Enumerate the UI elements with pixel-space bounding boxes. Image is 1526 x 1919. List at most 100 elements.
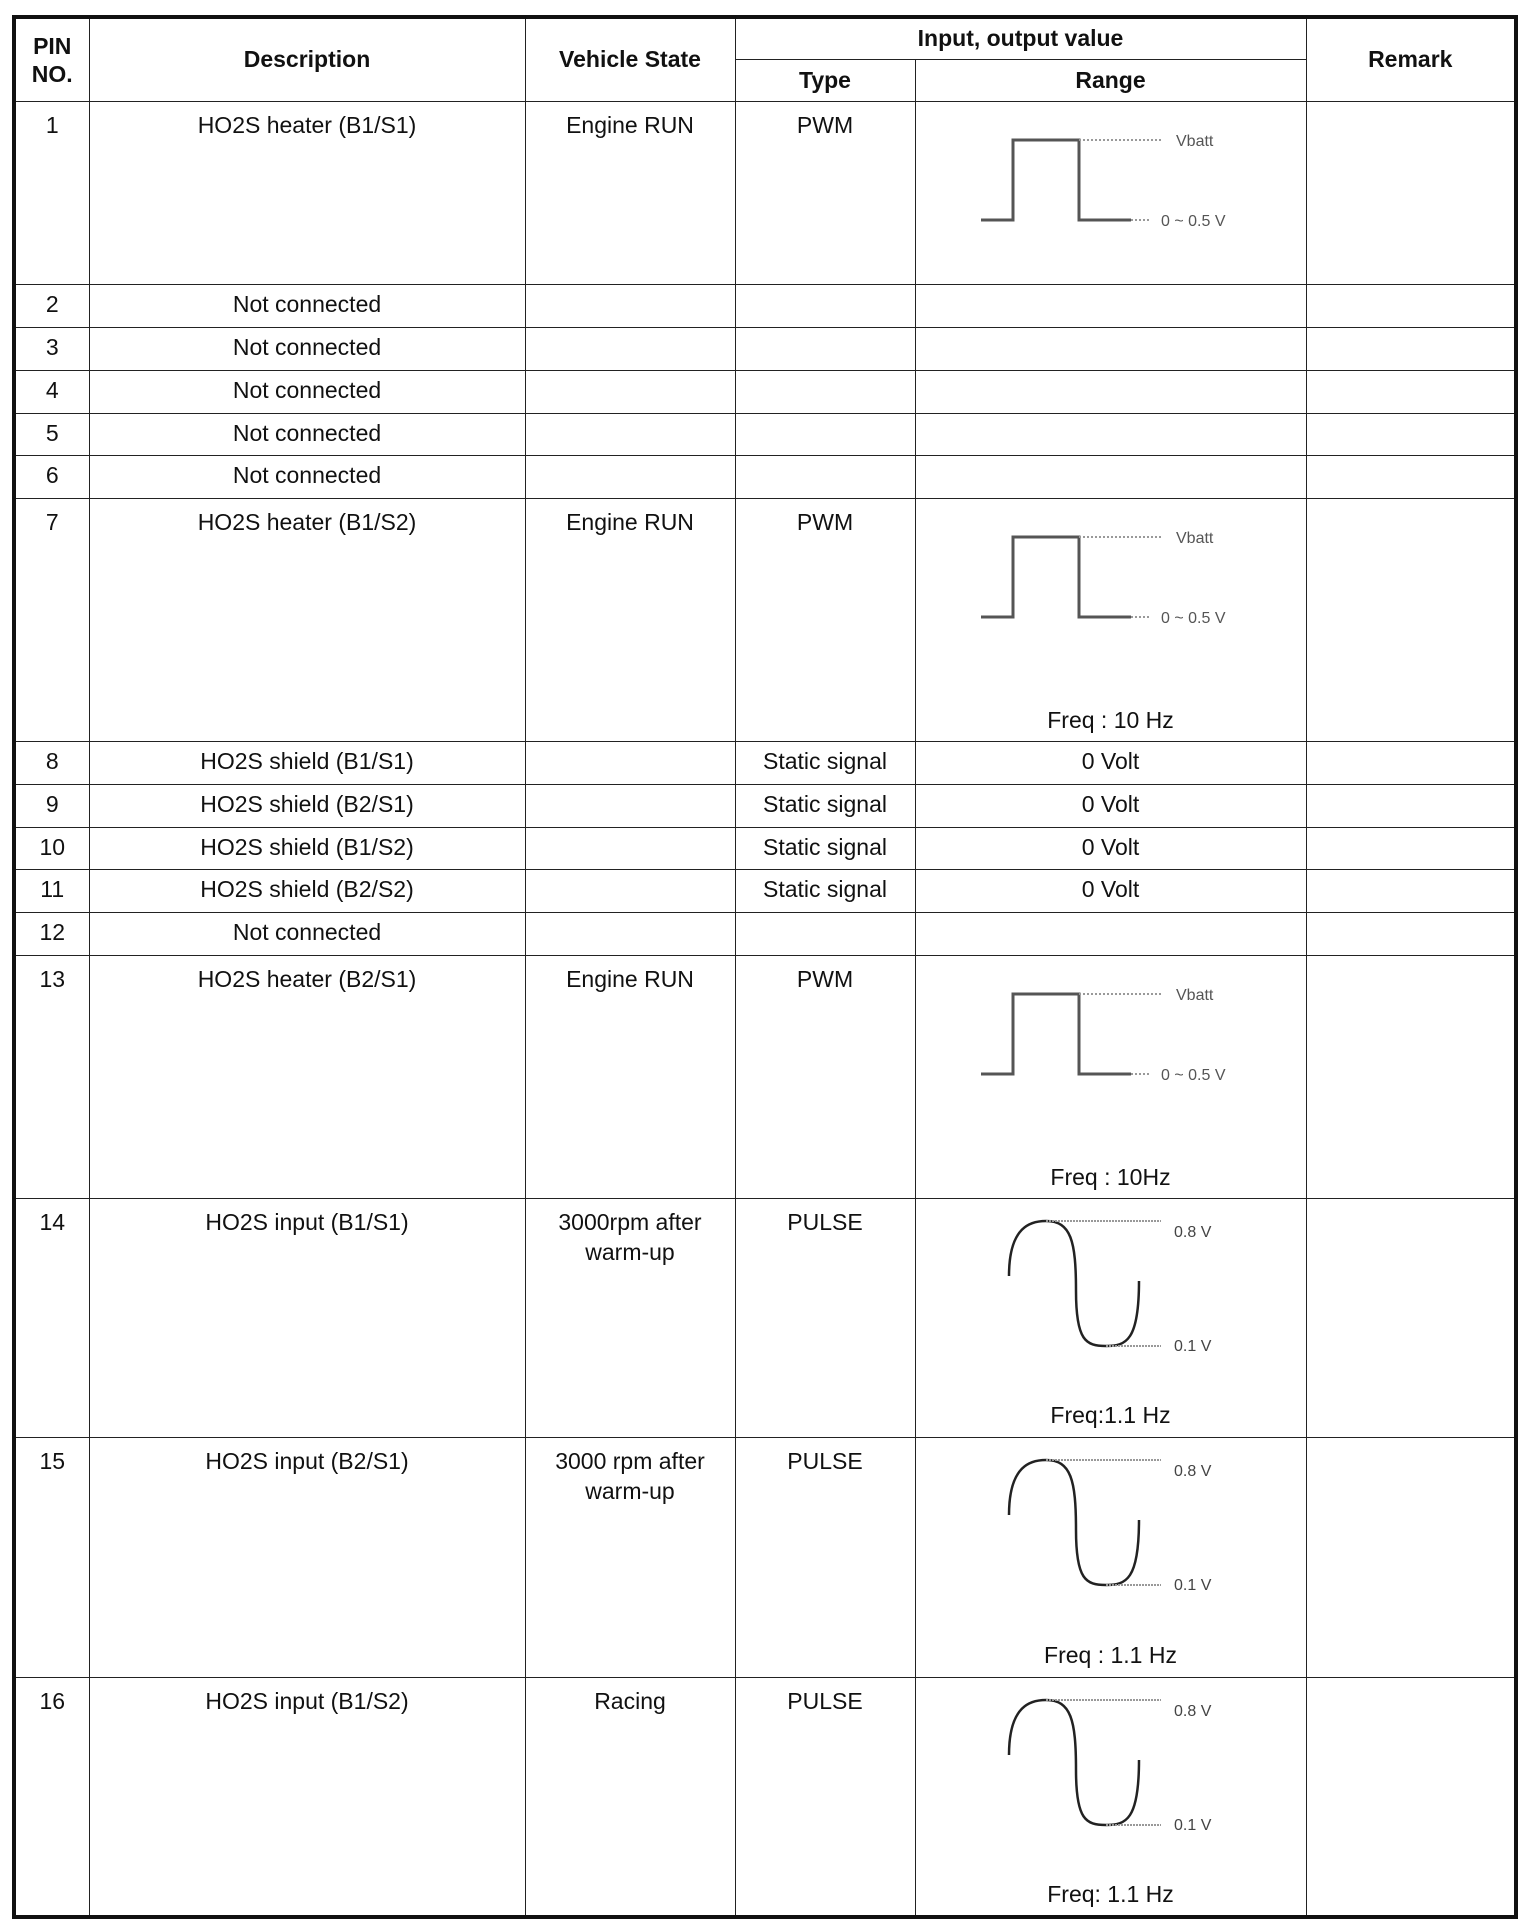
- description: HO2S heater (B1/S1): [88, 100, 526, 285]
- pin-number: 2: [13, 283, 90, 328]
- vehicle-state: [524, 454, 736, 499]
- pin-number: 1: [13, 100, 90, 285]
- low-level-label: 0.1 V: [1174, 1338, 1212, 1355]
- range-cell: [914, 911, 1307, 956]
- vehicle-state: [524, 283, 736, 328]
- low-level-label: 0.1 V: [1174, 1817, 1212, 1834]
- frequency-label: Freq : 10Hz: [1050, 1163, 1171, 1190]
- description: HO2S shield (B2/S2): [88, 868, 526, 913]
- remark: [1305, 369, 1517, 414]
- low-level-label: 0 ~ 0.5 V: [1161, 213, 1226, 230]
- signal-type: [734, 911, 916, 956]
- sine-waveform: 0.8 V 0.1 V: [1007, 1458, 1212, 1594]
- pin-number: 4: [13, 369, 90, 414]
- table-row: 12 Not connected: [13, 911, 1517, 956]
- low-level-label: 0 ~ 0.5 V: [1161, 610, 1226, 627]
- low-level-label: 0.1 V: [1174, 1577, 1212, 1594]
- table-row: 16 HO2S input (B1/S2) Racing PULSE 0.8 V…: [13, 1676, 1517, 1917]
- range-value: 0 Volt: [1081, 875, 1140, 902]
- pin-number: 6: [13, 454, 90, 499]
- pin-number: 10: [13, 826, 90, 870]
- description: HO2S heater (B2/S1): [88, 954, 526, 1199]
- pin-number: 3: [13, 326, 90, 371]
- remark: [1305, 1197, 1517, 1438]
- signal-type: PULSE: [734, 1436, 916, 1678]
- range-cell: 0 Volt: [914, 826, 1307, 870]
- pin-number: 14: [13, 1197, 90, 1438]
- header-description: Description: [88, 16, 526, 102]
- description: Not connected: [88, 454, 526, 499]
- table-row: 11 HO2S shield (B2/S2) Static signal 0 V…: [13, 868, 1517, 913]
- frequency-label: Freq : 10 Hz: [1047, 706, 1174, 733]
- table-row: 4 Not connected: [13, 369, 1517, 414]
- description: HO2S heater (B1/S2): [88, 497, 526, 742]
- high-level-label: 0.8 V: [1174, 1463, 1212, 1480]
- table-row: 8 HO2S shield (B1/S1) Static signal 0 Vo…: [13, 740, 1517, 785]
- description: HO2S input (B1/S2): [88, 1676, 526, 1917]
- table-row: 15 HO2S input (B2/S1) 3000 rpm after war…: [13, 1436, 1517, 1678]
- table-row: 10 HO2S shield (B1/S2) Static signal 0 V…: [13, 826, 1517, 870]
- range-cell: Vbatt 0 ~ 0.5 V: [914, 100, 1307, 285]
- range-value: 0 Volt: [1081, 833, 1140, 860]
- description: HO2S shield (B1/S1): [88, 740, 526, 785]
- description: HO2S shield (B2/S1): [88, 783, 526, 828]
- pin-table: PIN NO. Description Vehicle State Input,…: [12, 15, 1519, 1919]
- frequency-label: Freq: 1.1 Hz: [1047, 1880, 1174, 1907]
- sine-waveform: 0.8 V 0.1 V: [1007, 1698, 1212, 1834]
- signal-type: [734, 326, 916, 371]
- table-row: 13 HO2S heater (B2/S1) Engine RUN PWM Vb…: [13, 954, 1517, 1199]
- remark: [1305, 740, 1517, 785]
- table-row: 7 HO2S heater (B1/S2) Engine RUN PWM Vba…: [13, 497, 1517, 742]
- high-level-label: 0.8 V: [1174, 1224, 1212, 1241]
- range-cell: [914, 326, 1307, 371]
- range-cell: 0.8 V 0.1 V Freq: 1.1 Hz: [914, 1676, 1307, 1917]
- signal-type: PWM: [734, 954, 916, 1199]
- low-level-label: 0 ~ 0.5 V: [1161, 1067, 1226, 1084]
- remark: [1305, 1436, 1517, 1678]
- signal-type: Static signal: [734, 783, 916, 828]
- vehicle-state: 3000 rpm after warm-up: [524, 1436, 736, 1678]
- vehicle-state: [524, 868, 736, 913]
- pwm-waveform: Vbatt 0 ~ 0.5 V: [980, 133, 1226, 230]
- signal-type: Static signal: [734, 868, 916, 913]
- range-value: 0 Volt: [1081, 747, 1140, 774]
- description: Not connected: [88, 369, 526, 414]
- remark: [1305, 283, 1517, 328]
- vehicle-state: Racing: [524, 1676, 736, 1917]
- header-range: Range: [914, 58, 1307, 102]
- pin-number: 11: [13, 868, 90, 913]
- signal-type: [734, 283, 916, 328]
- signal-type: PULSE: [734, 1197, 916, 1438]
- range-cell: 0 Volt: [914, 740, 1307, 785]
- description: HO2S input (B1/S1): [88, 1197, 526, 1438]
- header-type: Type: [734, 58, 916, 102]
- range-cell: 0.8 V 0.1 V Freq : 1.1 Hz: [914, 1436, 1307, 1678]
- pin-number: 8: [13, 740, 90, 785]
- sine-waveform: 0.8 V 0.1 V: [1007, 1219, 1212, 1355]
- description: HO2S shield (B1/S2): [88, 826, 526, 870]
- header-remark: Remark: [1305, 16, 1517, 102]
- vehicle-state: [524, 783, 736, 828]
- signal-type: PWM: [734, 497, 916, 742]
- remark: [1305, 783, 1517, 828]
- pin-number: 12: [13, 911, 90, 956]
- range-value: 0 Volt: [1081, 790, 1140, 817]
- remark: [1305, 412, 1517, 456]
- description: HO2S input (B2/S1): [88, 1436, 526, 1678]
- header-pin: PIN NO.: [13, 16, 90, 102]
- vehicle-state: Engine RUN: [524, 954, 736, 1199]
- high-level-label: 0.8 V: [1174, 1703, 1212, 1720]
- high-level-label: Vbatt: [1176, 133, 1214, 150]
- range-cell: 0.8 V 0.1 V Freq:1.1 Hz: [914, 1197, 1307, 1438]
- pin-number: 16: [13, 1676, 90, 1917]
- table-row: 6 Not connected: [13, 454, 1517, 499]
- pin-number: 7: [13, 497, 90, 742]
- header-vehicle-state: Vehicle State: [524, 16, 736, 102]
- frequency-label: Freq : 1.1 Hz: [1044, 1641, 1177, 1668]
- vehicle-state: [524, 326, 736, 371]
- description: Not connected: [88, 326, 526, 371]
- pin-number: 15: [13, 1436, 90, 1678]
- signal-type: [734, 369, 916, 414]
- frequency-label: Freq:1.1 Hz: [1050, 1401, 1171, 1428]
- table-row: 2 Not connected: [13, 283, 1517, 328]
